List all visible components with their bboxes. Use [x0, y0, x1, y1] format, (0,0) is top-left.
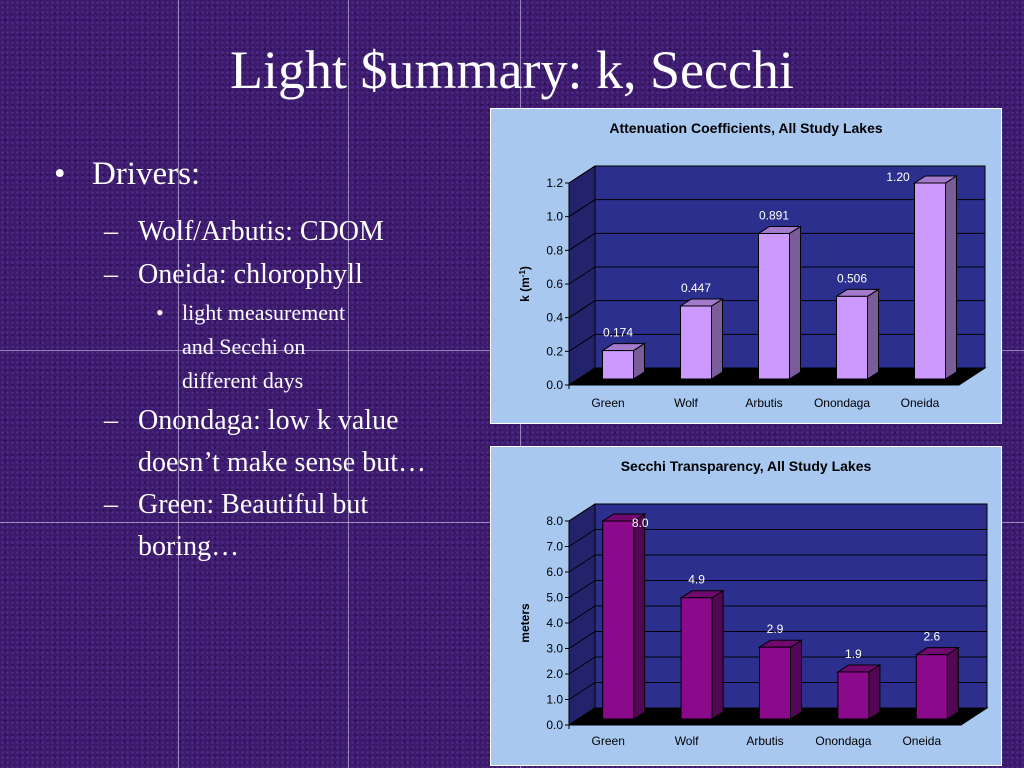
x-tick-label: Onondaga [814, 396, 870, 410]
x-tick-label: Wolf [674, 396, 698, 410]
data-label: 2.9 [767, 622, 784, 636]
x-tick-label: Oneida [901, 396, 940, 410]
y-tick-label: 1.0 [546, 693, 563, 707]
y-tick-label: 0.6 [546, 277, 563, 291]
x-tick-label: Arbutis [746, 734, 783, 748]
bar [602, 520, 635, 720]
gridline-side [568, 554, 596, 573]
bar-side [790, 639, 802, 720]
bar-side [868, 664, 881, 720]
slide-title: Light $ummary: k, Secchi [230, 40, 794, 100]
gridline-side [568, 656, 596, 675]
y-tick-label: 6.0 [546, 565, 563, 579]
bullet-wolf-arbutis: Wolf/Arbutis: CDOM [54, 210, 474, 253]
y-tick-label: 0.0 [546, 718, 563, 732]
bar-side [789, 225, 801, 380]
bullet-onondaga: Onondaga: low k value doesn’t make sense… [54, 400, 458, 484]
x-tick-label: Green [592, 734, 625, 748]
bar-side [867, 288, 879, 380]
x-tick-label: Green [591, 396, 624, 410]
data-label: 8.0 [632, 516, 649, 530]
bar [680, 305, 712, 380]
gridline-side [568, 232, 596, 251]
gridline-side [568, 682, 596, 700]
bar [914, 182, 946, 380]
x-tick-label: Arbutis [745, 396, 782, 410]
gridline-side [568, 199, 596, 218]
y-tick-label: 1.0 [546, 210, 563, 224]
attenuation-chart-svg: Attenuation Coefficients, All Study Lake… [518, 120, 987, 410]
gridline-side [568, 503, 596, 522]
y-tick-label: 3.0 [546, 642, 563, 656]
bar [602, 350, 634, 380]
bullet-light-measurement: light measurement and Secchi on differen… [54, 296, 382, 398]
y-tick-label: 0.0 [546, 378, 563, 392]
gridline-side [568, 580, 596, 598]
y-tick-label: 4.0 [546, 616, 563, 630]
bar [680, 597, 713, 720]
y-tick-label: 0.4 [546, 311, 563, 325]
bar-side [946, 646, 959, 720]
data-label: 2.6 [923, 630, 940, 644]
x-tick-label: Wolf [675, 734, 699, 748]
bar [836, 295, 868, 380]
data-label: 0.174 [603, 326, 633, 340]
y-tick-label: 0.2 [546, 344, 563, 358]
chart-title: Secchi Transparency, All Study Lakes [621, 458, 872, 474]
attenuation-chart: Attenuation Coefficients, All Study Lake… [490, 108, 1002, 424]
y-tick-label: 5.0 [546, 591, 563, 605]
secchi-chart-svg: Secchi Transparency, All Study Lakes 0.0 1… [518, 458, 989, 748]
y-tick-label: 8.0 [546, 514, 563, 528]
bar-side [633, 513, 646, 720]
bar [759, 646, 791, 720]
data-label: 1.20 [886, 170, 910, 184]
bar-side [711, 298, 723, 380]
bar [758, 232, 790, 380]
data-label: 4.9 [688, 573, 705, 587]
gridline-side [568, 605, 596, 624]
data-label: 0.447 [681, 281, 711, 295]
chart-title: Attenuation Coefficients, All Study Lake… [609, 120, 883, 136]
gridline-side [568, 300, 596, 319]
bar [837, 671, 870, 720]
gridline-side [568, 266, 596, 285]
bullet-green: Green: Beautiful but boring… [54, 484, 458, 568]
data-label: 1.9 [845, 647, 862, 661]
y-tick-label: 1.2 [546, 176, 563, 190]
data-label: 0.506 [837, 271, 867, 285]
bar [915, 654, 948, 720]
y-axis-label: k (m-1) [518, 266, 533, 302]
gridline-side [568, 333, 596, 352]
x-tick-label: Onondaga [815, 734, 871, 748]
gridline-side [568, 165, 596, 184]
secchi-chart: Secchi Transparency, All Study Lakes 0.0 1… [490, 446, 1002, 766]
y-tick-label: 7.0 [546, 540, 563, 554]
bullet-list: Drivers: Wolf/Arbutis: CDOM Oneida: chlo… [54, 152, 474, 568]
gridline-side [568, 529, 596, 547]
gridline-side [568, 631, 596, 649]
y-tick-label: 0.8 [546, 243, 563, 257]
bullet-drivers: Drivers: [54, 152, 474, 196]
y-tick-label: 2.0 [546, 667, 563, 681]
data-label: 0.891 [759, 208, 789, 222]
x-tick-label: Oneida [902, 734, 941, 748]
bullet-oneida: Oneida: chlorophyll [54, 253, 474, 296]
bar-side [711, 589, 724, 720]
y-axis-label: meters [518, 603, 532, 643]
bar-side [945, 175, 957, 380]
